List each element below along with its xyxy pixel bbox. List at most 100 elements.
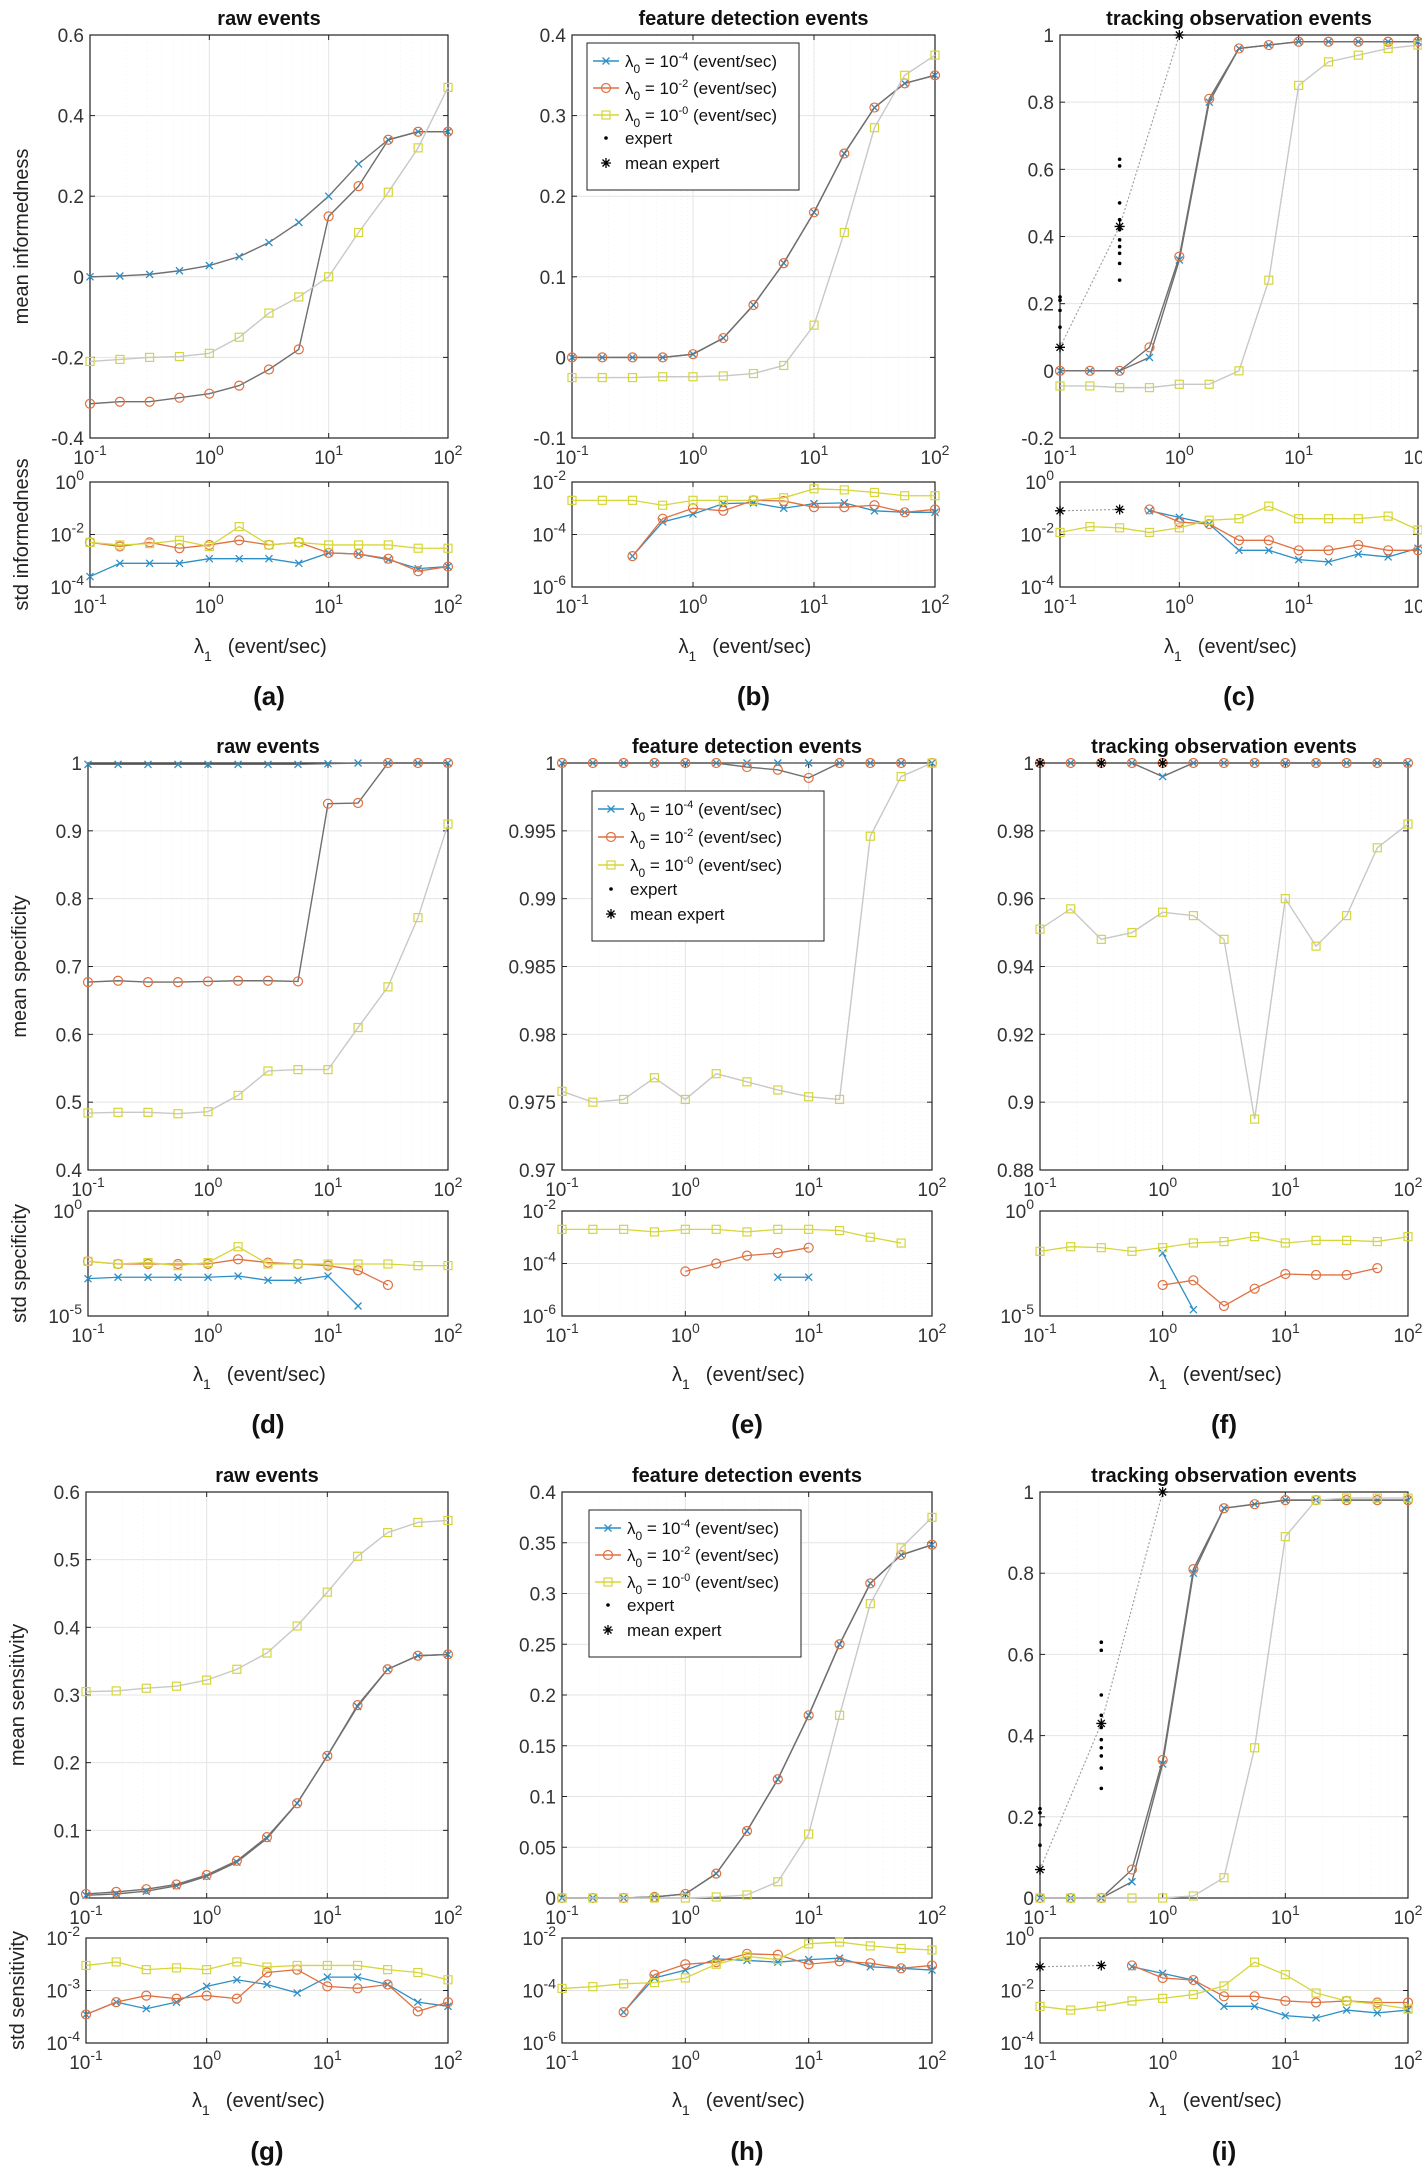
data-point xyxy=(649,1073,660,1083)
data-point xyxy=(808,502,820,513)
y-tick-label: 0.6 xyxy=(1028,160,1054,181)
data-point xyxy=(627,372,638,383)
data-point xyxy=(1383,43,1393,54)
data-point xyxy=(443,1261,453,1271)
x-tick-label: 100 xyxy=(1148,2047,1177,2074)
x-tick-label: 100 xyxy=(1148,1320,1177,1347)
data-point xyxy=(171,1993,182,2004)
std-series-l4 xyxy=(1158,1249,1198,1314)
data-point xyxy=(742,1890,752,1900)
data-point xyxy=(1188,1275,1199,1286)
x-tick-label: 10-1 xyxy=(555,591,589,618)
mean-expert-point xyxy=(1055,342,1065,353)
x-axis-label: λ1 (event/sec) xyxy=(1149,1364,1282,1392)
x-tick-label: 100 xyxy=(1165,442,1194,469)
legend: λ0 = 10-4 (event/sec)λ0 = 10-2 (event/se… xyxy=(588,1509,802,1658)
data-point xyxy=(1264,501,1274,511)
data-point xyxy=(1066,2005,1076,2015)
data-point xyxy=(205,554,214,563)
data-point xyxy=(384,555,393,564)
data-point xyxy=(1188,1238,1198,1248)
y-tick-label: 0 xyxy=(545,1889,556,1910)
x-axis-label: λ1 (event/sec) xyxy=(679,636,812,664)
data-point xyxy=(113,1107,123,1117)
x-tick-label: 100 xyxy=(679,442,708,469)
mean-expert-point xyxy=(1157,1487,1168,1497)
x-tick-label: 102 xyxy=(918,1174,947,1201)
series-line xyxy=(87,1258,389,1286)
data-point xyxy=(865,1599,875,1609)
data-point xyxy=(202,1982,211,1991)
data-point xyxy=(896,771,906,782)
series-line xyxy=(1149,510,1419,563)
panel-f: tracking observation events0.880.90.920.… xyxy=(997,736,1422,1439)
data-point xyxy=(1174,379,1184,389)
data-point xyxy=(171,1879,182,1890)
data-point xyxy=(383,1527,393,1538)
data-point xyxy=(929,504,941,515)
data-point xyxy=(870,506,879,515)
data-point xyxy=(1249,1991,1260,2002)
data-point xyxy=(294,537,304,548)
data-point xyxy=(80,2009,92,2020)
data-point xyxy=(742,1951,752,1961)
x-tick-label: 101 xyxy=(313,2047,342,2074)
y-tick-label: 0.98 xyxy=(997,822,1034,843)
data-point xyxy=(1383,511,1393,521)
expert-point xyxy=(1099,1745,1104,1750)
y-tick-label: 10-6 xyxy=(532,572,566,599)
panel-label: (f) xyxy=(1211,1409,1237,1439)
y-axis-label: std sensitivity xyxy=(7,1931,29,2050)
data-point xyxy=(711,1959,721,1969)
data-point xyxy=(618,757,629,769)
data-point xyxy=(263,1980,271,1989)
data-point xyxy=(896,1943,906,1954)
mean-series-l0 xyxy=(83,819,453,1119)
data-point xyxy=(264,760,272,769)
data-point xyxy=(145,559,154,568)
data-point xyxy=(834,1956,845,1967)
data-point xyxy=(773,1224,783,1234)
data-point xyxy=(322,1981,333,1992)
y-tick-label: 0 xyxy=(73,268,84,289)
data-point xyxy=(86,572,94,581)
legend-box xyxy=(591,790,825,942)
data-point xyxy=(175,266,184,275)
data-point xyxy=(324,272,334,282)
data-point xyxy=(1127,1996,1137,2006)
mean-series-l0 xyxy=(557,758,937,1107)
y-tick-label: 0.4 xyxy=(58,107,85,128)
data-point xyxy=(413,566,424,577)
std-series-l2 xyxy=(627,495,941,562)
axes-title: raw events xyxy=(216,736,319,758)
data-point xyxy=(1250,2002,1259,2011)
data-point xyxy=(804,1224,814,1234)
x-tick-label: 10-1 xyxy=(545,1174,579,1201)
data-point xyxy=(1157,1972,1168,1984)
y-tick-label: 10-3 xyxy=(46,1976,80,2003)
data-point xyxy=(205,261,214,270)
std-series-l2 xyxy=(1144,504,1422,556)
expert-point xyxy=(1117,261,1122,266)
data-point xyxy=(588,1893,598,1903)
data-point xyxy=(658,500,668,510)
x-tick-label: 102 xyxy=(434,442,463,469)
data-point xyxy=(896,1238,906,1248)
data-point xyxy=(443,82,453,92)
x-tick-label: 101 xyxy=(1271,2047,1300,2074)
expert-point xyxy=(1058,325,1062,329)
data-point xyxy=(1294,80,1304,90)
std-series-l4 xyxy=(619,1954,936,2017)
data-point xyxy=(1341,1269,1352,1281)
std-series-l4 xyxy=(773,1273,813,1282)
series-line xyxy=(1040,1497,1408,1899)
data-point xyxy=(927,1512,937,1522)
data-point xyxy=(1342,1235,1352,1245)
panel-label: (e) xyxy=(731,1409,763,1439)
data-point xyxy=(204,541,214,552)
series-line xyxy=(561,762,933,1103)
data-point xyxy=(1054,365,1066,376)
y-tick-label: 0.15 xyxy=(519,1737,556,1758)
data-point xyxy=(1342,2006,1351,2015)
data-point xyxy=(232,975,244,986)
